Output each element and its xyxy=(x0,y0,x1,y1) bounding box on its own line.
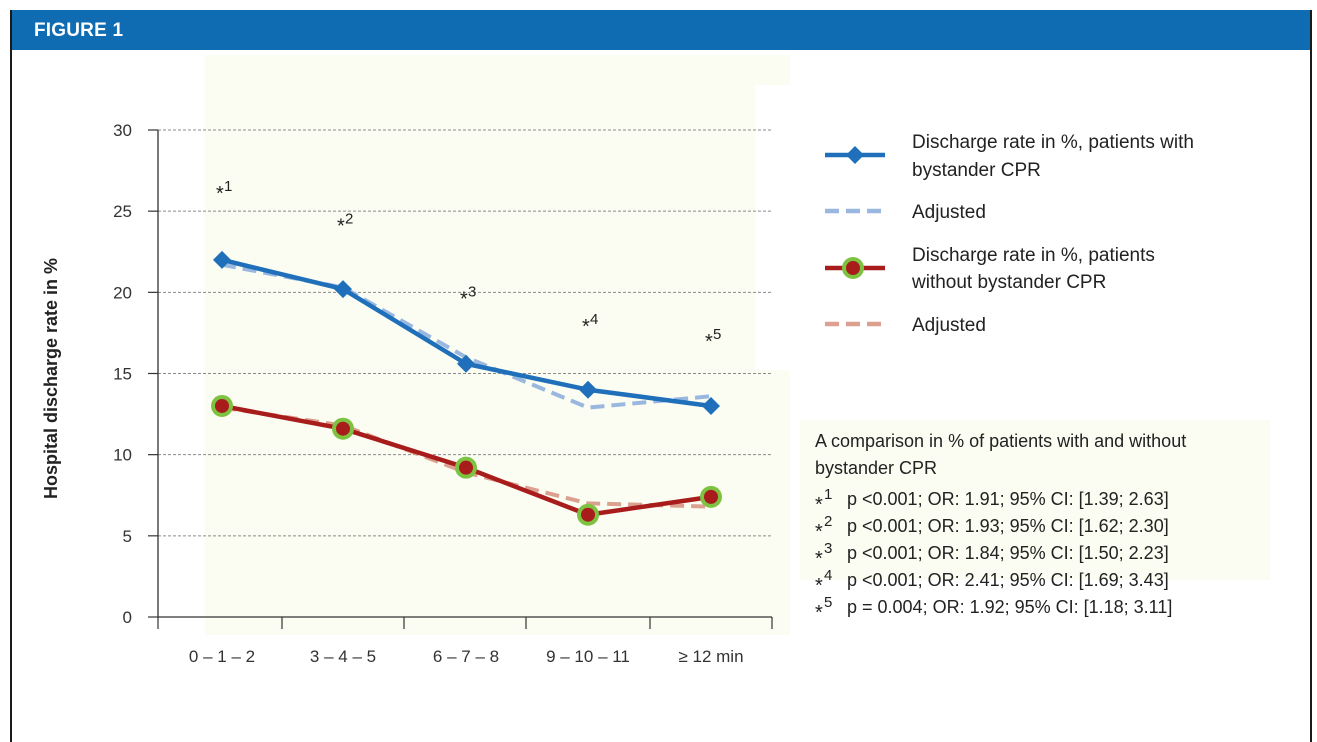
legend-swatch-diamond xyxy=(846,146,864,164)
significance-star: * xyxy=(216,183,224,205)
legend-entry-text: Discharge rate in %, patients xyxy=(912,245,1155,266)
grid-lines xyxy=(158,129,772,537)
significance-label: 3 xyxy=(468,284,476,301)
annotation-star: * xyxy=(815,494,823,516)
x-tick-label: 9 – 10 – 11 xyxy=(546,647,630,666)
annotation-label: 3 xyxy=(824,540,832,557)
significance-label: 4 xyxy=(590,311,598,328)
legend-entry-text: Adjusted xyxy=(912,315,986,336)
data-point-diamond xyxy=(579,380,597,399)
plot-bg-panel xyxy=(205,55,790,635)
legend-swatch-circle xyxy=(846,261,860,275)
significance-label: 5 xyxy=(713,326,721,343)
significance-star: * xyxy=(460,289,468,311)
legend-entry-text: without bystander CPR xyxy=(911,272,1106,293)
figure-label: FIGURE 1 xyxy=(34,20,124,41)
y-tick-label: 20 xyxy=(113,283,132,302)
significance-star: * xyxy=(705,331,713,353)
annotation-label: 2 xyxy=(824,513,832,530)
data-point-diamond xyxy=(213,250,231,269)
legend: Discharge rate in %, patients with bystan… xyxy=(825,132,1194,336)
series-markers xyxy=(211,250,722,526)
data-point-diamond xyxy=(457,354,475,373)
x-tick-label: ≥ 12 min xyxy=(678,647,743,666)
legend-entry-text: bystander CPR xyxy=(912,160,1041,181)
legend-bg-panel xyxy=(755,85,1230,370)
annotation-row-text: p <0.001; OR: 2.41; 95% CI: [1.69; 3.43] xyxy=(847,570,1169,590)
data-point-diamond xyxy=(334,280,352,299)
significance-annotation: A comparison in % of patients with and w… xyxy=(815,431,1186,624)
annotation-star: * xyxy=(815,575,823,597)
annotation-row-text: p = 0.004; OR: 1.92; 95% CI: [1.18; 3.11… xyxy=(847,597,1172,617)
data-point-diamond xyxy=(702,396,720,415)
note-bg-panel xyxy=(800,420,1270,580)
y-tick-label: 10 xyxy=(113,446,132,465)
annotation-star: * xyxy=(815,602,823,624)
y-tick-label: 0 xyxy=(123,608,132,627)
x-tick-label: 0 – 1 – 2 xyxy=(189,647,255,666)
annotation-label: 4 xyxy=(824,567,832,584)
data-point-circle xyxy=(215,398,229,413)
annotation-title: A comparison in % of patients with and w… xyxy=(815,431,1186,451)
annotation-row-text: p <0.001; OR: 1.93; 95% CI: [1.62; 2.30] xyxy=(847,516,1169,536)
significance-label: 1 xyxy=(224,178,232,195)
x-tick-label: 3 – 4 – 5 xyxy=(310,647,376,666)
x-tick-label: 6 – 7 – 8 xyxy=(433,647,499,666)
y-tick-label: 25 xyxy=(113,202,132,221)
legend-entry-text: Adjusted xyxy=(912,202,986,223)
annotation-label: 5 xyxy=(824,594,832,611)
y-tick-label: 30 xyxy=(113,121,132,140)
annotation-title: bystander CPR xyxy=(815,458,937,478)
legend-entry-text: Discharge rate in %, patients with xyxy=(912,132,1194,153)
figure-banner: FIGURE 1 xyxy=(12,10,1310,50)
plot-background xyxy=(205,55,1270,635)
significance-star: * xyxy=(337,216,345,238)
y-tick-label: 15 xyxy=(113,365,132,384)
y-axis-label: Hospital discharge rate in % xyxy=(41,258,61,499)
significance-star: * xyxy=(582,316,590,338)
data-point-circle xyxy=(704,489,718,504)
y-tick-label: 5 xyxy=(123,527,132,546)
data-point-circle xyxy=(336,421,350,436)
annotation-row-text: p <0.001; OR: 1.84; 95% CI: [1.50; 2.23] xyxy=(847,543,1169,563)
annotation-star: * xyxy=(815,548,823,570)
annotation-row-text: p <0.001; OR: 1.91; 95% CI: [1.39; 2.63] xyxy=(847,489,1169,509)
significance-label: 2 xyxy=(345,211,353,228)
significance-markers: * 1* 2* 3* 4* 5 xyxy=(216,178,721,353)
data-point-circle xyxy=(459,460,473,475)
data-point-circle xyxy=(581,507,595,522)
annotation-star: * xyxy=(815,521,823,543)
annotation-label: 1 xyxy=(824,486,832,503)
